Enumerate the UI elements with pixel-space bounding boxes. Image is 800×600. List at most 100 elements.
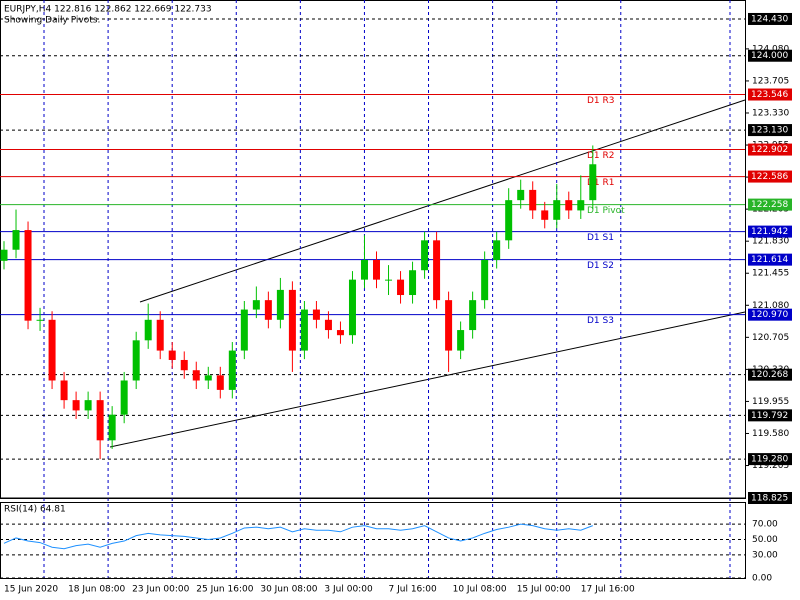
candle-body (96, 400, 104, 441)
candle-body (192, 370, 200, 381)
candle-body (457, 330, 465, 351)
candle-body (445, 300, 453, 351)
candle-body (168, 350, 176, 360)
level-label: 124.430 (751, 14, 788, 24)
candle-body (84, 400, 92, 411)
pivot-name: D1 R2 (587, 151, 615, 161)
candle-body (264, 300, 272, 320)
candle-body (288, 289, 296, 351)
candle-body (36, 319, 44, 321)
level-label: 122.902 (751, 145, 788, 155)
candle-body (324, 319, 332, 331)
x-tick-label: 3 Jul 00:00 (324, 585, 373, 595)
candle-body (252, 300, 260, 310)
candle-body (517, 189, 525, 201)
candle-body (276, 289, 284, 320)
pivot-name: D1 R3 (587, 96, 615, 106)
level-label: 122.586 (751, 172, 788, 182)
candle-body (216, 375, 224, 390)
candle-body (360, 259, 368, 280)
chart-title: EURJPY,H4 122.816 122.862 122.669 122.73… (4, 5, 212, 15)
rsi-tick-label: 50.00 (752, 535, 778, 545)
y-tick-label: 119.955 (752, 397, 789, 407)
candle-body (300, 309, 308, 351)
rsi-title: RSI(14) 64.81 (4, 505, 66, 515)
candle-body (541, 210, 549, 220)
candle-body (385, 279, 393, 281)
candle-body (144, 319, 152, 341)
x-tick-label: 15 Jun 2020 (4, 585, 58, 595)
candle-body (0, 249, 8, 261)
level-label: 120.268 (751, 370, 788, 380)
candle-body (469, 300, 477, 331)
level-box (748, 12, 792, 25)
level-box (748, 49, 792, 62)
x-tick-label: 17 Jul 16:00 (581, 585, 635, 595)
channel-upper (139, 99, 746, 303)
level-box (748, 225, 792, 238)
level-box (748, 308, 792, 321)
channel-lower (109, 311, 746, 448)
y-tick-label: 121.080 (752, 301, 789, 311)
candle-body (228, 350, 236, 390)
level-label: 121.942 (751, 227, 788, 237)
level-box (748, 453, 792, 466)
candle-body (577, 200, 585, 211)
rsi-tick-label: 30.00 (752, 550, 778, 560)
candle-body (348, 279, 356, 336)
level-label: 119.792 (751, 411, 788, 421)
x-tick-label: 18 Jun 08:00 (68, 585, 125, 595)
level-box (748, 124, 792, 137)
level-label: 123.130 (751, 126, 788, 136)
rsi-line (3, 523, 593, 550)
level-label: 123.546 (751, 90, 788, 100)
candle-body (409, 270, 417, 296)
level-label: 120.970 (751, 310, 788, 320)
candle-body (156, 319, 164, 351)
candle-body (505, 200, 513, 241)
candle-body (12, 230, 20, 250)
level-box (748, 409, 792, 422)
pivot-name: D1 S1 (587, 233, 614, 243)
x-tick-label: 25 Jun 16:00 (196, 585, 253, 595)
level-box (748, 143, 792, 156)
y-tick-label: 124.080 (752, 44, 789, 54)
pivot-name: D1 R1 (587, 178, 615, 188)
candle-body (493, 240, 501, 260)
candle-body (553, 200, 561, 220)
candle-body (529, 189, 537, 211)
x-tick-label: 23 Jun 00:00 (132, 585, 189, 595)
y-tick-label: 123.330 (752, 108, 789, 118)
candle-body (336, 330, 344, 336)
y-tick-label: 120.705 (752, 333, 789, 343)
candle-body (60, 380, 68, 401)
candle-body (120, 380, 128, 415)
candle-body (589, 164, 597, 201)
x-tick-label: 15 Jul 00:00 (517, 585, 571, 595)
level-label: 124.000 (751, 51, 788, 61)
candle-body (433, 240, 441, 301)
candle-body (108, 414, 116, 441)
y-tick-label: 119.205 (752, 461, 789, 471)
candle-body (565, 200, 573, 211)
level-box (748, 88, 792, 101)
level-box (748, 170, 792, 183)
rsi-tick-label: 70.00 (752, 520, 778, 530)
y-tick-label: 123.705 (752, 76, 789, 86)
y-tick-label: 119.580 (752, 429, 789, 439)
pivot-name: D1 S3 (587, 316, 614, 326)
level-label: 119.280 (751, 455, 788, 465)
level-box (748, 492, 792, 504)
candle-body (421, 240, 429, 271)
x-tick-label: 10 Jul 08:00 (453, 585, 507, 595)
x-tick-label: 7 Jul 16:00 (389, 585, 438, 595)
candle-body (481, 259, 489, 301)
candle-body (180, 359, 188, 371)
candle-body (24, 230, 32, 321)
level-box (748, 198, 792, 211)
pivot-name: D1 S2 (587, 261, 614, 271)
level-label: 121.614 (751, 255, 788, 265)
candle-body (240, 309, 248, 351)
